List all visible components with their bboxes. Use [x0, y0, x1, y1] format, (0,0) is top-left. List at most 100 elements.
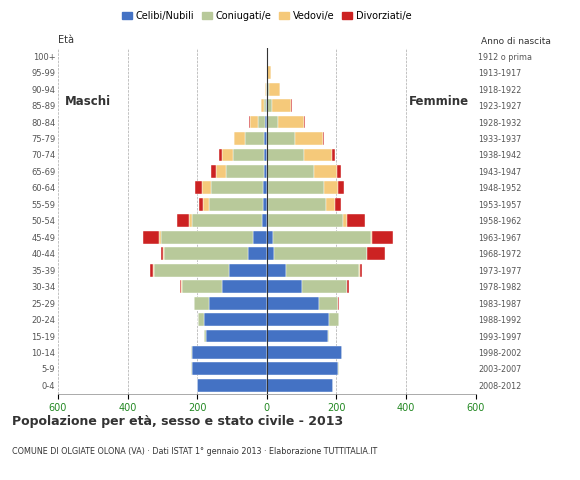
Bar [343, 215, 347, 227]
Text: Popolazione per età, sesso e stato civile - 2013: Popolazione per età, sesso e stato civil… [12, 415, 343, 428]
Bar [206, 330, 267, 342]
Bar [267, 264, 286, 276]
Bar [323, 132, 324, 145]
Bar [302, 280, 347, 293]
Bar [180, 280, 181, 293]
Bar [267, 379, 333, 392]
Bar [266, 99, 267, 112]
Bar [304, 148, 332, 161]
Bar [347, 280, 349, 293]
Bar [338, 362, 339, 375]
Bar [264, 99, 266, 112]
Bar [367, 247, 385, 260]
Bar [143, 231, 159, 244]
Bar [268, 181, 324, 194]
Bar [266, 116, 267, 129]
Bar [153, 264, 154, 276]
Bar [264, 132, 267, 145]
Bar [195, 181, 202, 194]
Bar [245, 132, 264, 145]
Bar [263, 181, 267, 194]
Bar [267, 297, 319, 310]
Bar [267, 83, 269, 96]
Bar [267, 66, 271, 79]
Bar [267, 313, 329, 326]
Text: Maschi: Maschi [65, 96, 111, 108]
Bar [164, 247, 248, 260]
Bar [267, 198, 268, 211]
Bar [198, 313, 204, 326]
Bar [337, 165, 341, 178]
Bar [204, 330, 206, 342]
Bar [269, 83, 280, 96]
Bar [192, 346, 267, 359]
Bar [267, 181, 268, 194]
Bar [253, 231, 267, 244]
Bar [189, 215, 193, 227]
Bar [264, 165, 267, 178]
Bar [161, 247, 164, 260]
Bar [182, 280, 222, 293]
Bar [209, 198, 263, 211]
Bar [338, 181, 344, 194]
Bar [197, 379, 267, 392]
Bar [267, 132, 295, 145]
Bar [263, 198, 267, 211]
Bar [266, 83, 267, 96]
Bar [154, 264, 229, 276]
Bar [295, 132, 323, 145]
Bar [286, 264, 359, 276]
Bar [314, 165, 337, 178]
Bar [278, 116, 304, 129]
Bar [267, 148, 304, 161]
Bar [267, 346, 342, 359]
Bar [267, 99, 271, 112]
Bar [273, 231, 371, 244]
Bar [335, 198, 340, 211]
Bar [229, 264, 267, 276]
Text: Età: Età [58, 35, 74, 45]
Text: COMUNE DI OLGIATE OLONA (VA) · Dati ISTAT 1° gennaio 2013 · Elaborazione TUTTITA: COMUNE DI OLGIATE OLONA (VA) · Dati ISTA… [12, 446, 377, 456]
Bar [226, 165, 264, 178]
Bar [268, 198, 325, 211]
Bar [267, 231, 273, 244]
Bar [192, 362, 267, 375]
Bar [204, 313, 267, 326]
Bar [267, 215, 268, 227]
Bar [372, 231, 393, 244]
Bar [211, 181, 263, 194]
Text: Femmine: Femmine [408, 96, 469, 108]
Bar [199, 198, 203, 211]
Bar [249, 116, 250, 129]
Bar [259, 116, 266, 129]
Bar [193, 215, 262, 227]
Bar [209, 297, 267, 310]
Bar [329, 313, 339, 326]
Bar [328, 330, 329, 342]
Bar [248, 247, 267, 260]
Bar [267, 116, 278, 129]
Bar [267, 362, 338, 375]
Bar [211, 165, 216, 178]
Bar [267, 247, 274, 260]
Bar [250, 116, 259, 129]
Bar [233, 148, 264, 161]
Bar [222, 280, 267, 293]
Bar [216, 165, 226, 178]
Bar [194, 297, 209, 310]
Bar [268, 215, 343, 227]
Bar [267, 165, 314, 178]
Bar [219, 148, 222, 161]
Bar [274, 247, 367, 260]
Bar [359, 264, 360, 276]
Bar [324, 181, 338, 194]
Bar [264, 148, 267, 161]
Bar [291, 99, 292, 112]
Bar [222, 148, 233, 161]
Bar [360, 264, 362, 276]
Bar [159, 231, 161, 244]
Bar [202, 181, 211, 194]
Bar [332, 148, 335, 161]
Bar [325, 198, 335, 211]
Bar [261, 99, 264, 112]
